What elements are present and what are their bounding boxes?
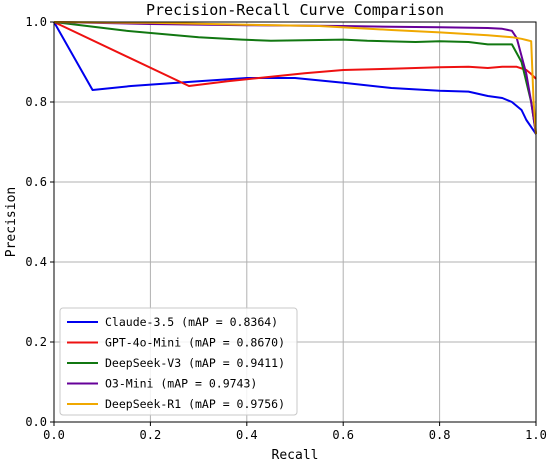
y-tick-label: 1.0 — [25, 15, 47, 29]
y-tick-label: 0.2 — [25, 335, 47, 349]
y-axis-label: Precision — [4, 187, 19, 257]
axis-ticks: 0.0 0.2 0.4 0.6 0.8 1.0 0.0 0.2 0.4 0.6 0.8 1.0 — [25, 15, 547, 442]
series-lines — [53, 21, 537, 135]
x-tick-label: 0.4 — [236, 428, 258, 442]
legend: Claude-3.5 (mAP = 0.8364) GPT-4o-Mini (mA… — [59, 307, 298, 416]
x-tick-label: 1.0 — [525, 428, 547, 442]
plot-frame — [53, 21, 537, 423]
legend-label-1: GPT-4o-Mini (mAP = 0.8670) — [105, 336, 285, 350]
legend-box — [59, 307, 298, 416]
legend-label-0: Claude-3.5 (mAP = 0.8364) — [105, 315, 278, 329]
y-tick-label: 0.6 — [25, 175, 47, 189]
x-tick-label: 0.2 — [140, 428, 162, 442]
x-tick-label: 0.0 — [43, 428, 65, 442]
legend-label-4: DeepSeek-R1 (mAP = 0.9756) — [105, 397, 285, 411]
series-line-0 — [53, 21, 537, 135]
y-tick-label: 0.0 — [25, 415, 47, 429]
series-line-4 — [53, 21, 537, 135]
legend-label-3: O3-Mini (mAP = 0.9743) — [105, 377, 257, 391]
y-tick-label: 0.4 — [25, 255, 47, 269]
legend-label-2: DeepSeek-V3 (mAP = 0.9411) — [105, 356, 285, 370]
y-tick-label: 0.8 — [25, 95, 47, 109]
x-axis-label: Recall — [272, 448, 319, 463]
x-tick-label: 0.6 — [332, 428, 354, 442]
series-line-2 — [53, 21, 537, 135]
chart-title: Precision-Recall Curve Comparison — [146, 1, 444, 19]
x-tick-label: 0.8 — [429, 428, 451, 442]
